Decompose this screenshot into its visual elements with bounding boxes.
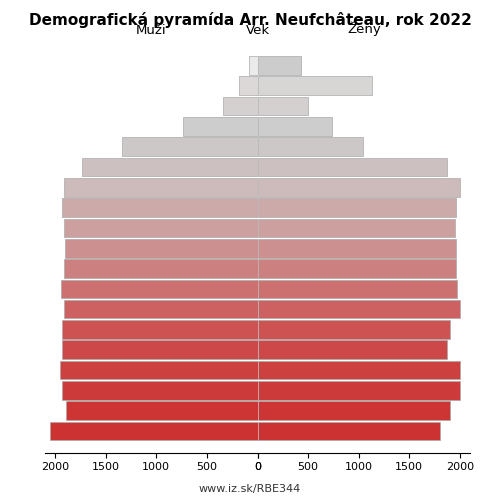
Bar bbox=[258, 360, 460, 380]
Bar bbox=[258, 76, 372, 95]
Text: Muži: Muži bbox=[136, 24, 166, 36]
Text: 60: 60 bbox=[260, 182, 274, 192]
Bar bbox=[258, 402, 450, 420]
Bar bbox=[64, 300, 258, 318]
Bar bbox=[258, 320, 450, 339]
Text: Demografická pyramída Arr. Neufchâteau, rok 2022: Demografická pyramída Arr. Neufchâteau, … bbox=[28, 12, 471, 28]
Text: 40: 40 bbox=[260, 264, 274, 274]
Bar bbox=[250, 56, 258, 75]
Bar bbox=[258, 300, 460, 318]
Bar bbox=[258, 97, 308, 116]
Bar bbox=[65, 239, 258, 258]
Text: 0: 0 bbox=[260, 426, 267, 436]
Bar bbox=[258, 239, 456, 258]
Bar bbox=[64, 178, 258, 197]
Bar bbox=[61, 280, 258, 298]
Text: 80: 80 bbox=[260, 101, 274, 111]
Bar bbox=[64, 259, 258, 278]
Bar bbox=[62, 340, 258, 359]
Text: Vek: Vek bbox=[246, 24, 270, 36]
Text: 30: 30 bbox=[260, 304, 274, 314]
Bar bbox=[258, 259, 456, 278]
Bar bbox=[223, 97, 258, 116]
Text: 50: 50 bbox=[260, 223, 274, 233]
Bar bbox=[258, 340, 446, 359]
Text: 70: 70 bbox=[260, 142, 274, 152]
Bar bbox=[64, 218, 258, 238]
Bar bbox=[82, 158, 258, 176]
Bar bbox=[62, 381, 258, 400]
Bar bbox=[258, 56, 301, 75]
Bar bbox=[66, 402, 258, 420]
Bar bbox=[62, 320, 258, 339]
Text: 20: 20 bbox=[260, 345, 274, 355]
Text: 90: 90 bbox=[260, 60, 274, 70]
Bar bbox=[122, 138, 258, 156]
Bar bbox=[258, 178, 460, 197]
Bar bbox=[258, 280, 457, 298]
Bar bbox=[182, 117, 258, 136]
Bar bbox=[258, 138, 362, 156]
Bar bbox=[258, 117, 332, 136]
Bar bbox=[258, 198, 456, 217]
Bar bbox=[258, 218, 455, 238]
Text: www.iz.sk/RBE344: www.iz.sk/RBE344 bbox=[199, 484, 301, 494]
Bar bbox=[240, 76, 258, 95]
Bar bbox=[50, 422, 258, 440]
Bar bbox=[62, 198, 258, 217]
Text: 10: 10 bbox=[260, 386, 274, 396]
Bar bbox=[258, 422, 440, 440]
Bar bbox=[60, 360, 258, 380]
Bar bbox=[258, 381, 460, 400]
Text: Ženy: Ženy bbox=[347, 22, 380, 36]
Bar bbox=[258, 158, 446, 176]
